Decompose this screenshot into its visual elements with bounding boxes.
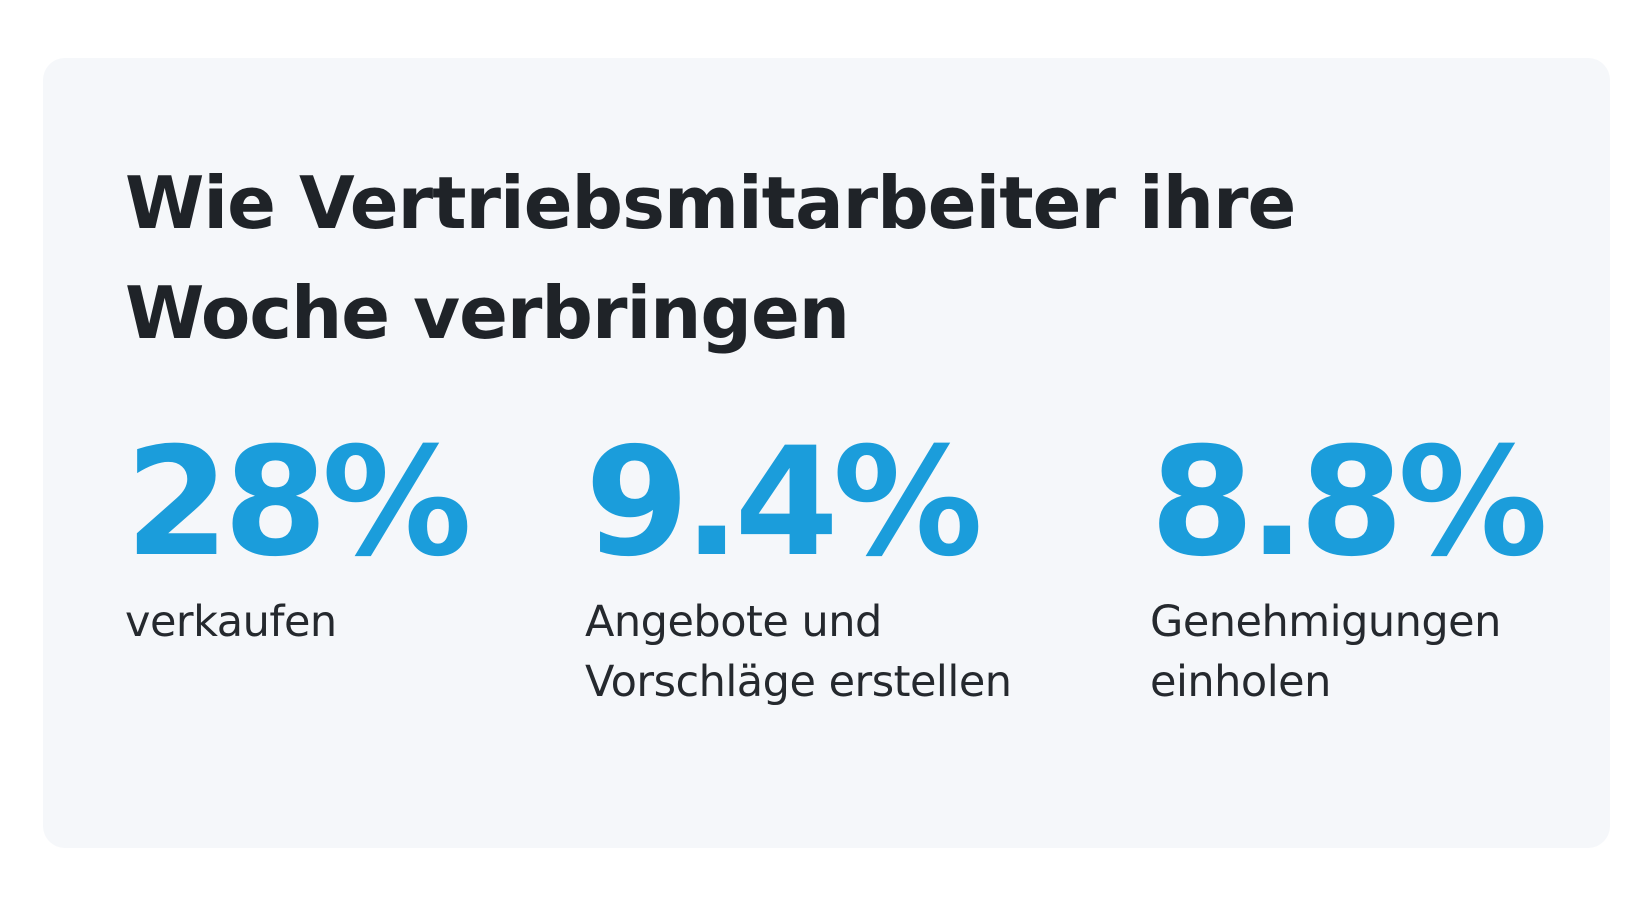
stat-label: Genehmigungen einholen [1150, 592, 1600, 712]
infographic-card [43, 58, 1610, 848]
stat-value: 8.8% [1150, 416, 1548, 590]
stat-value: 28% [125, 416, 472, 590]
title-line-1: Wie Vertriebsmitarbeiter ihre [125, 161, 1296, 245]
stat-proposals: 9.4% Angebote und Vorschläge erstellen [585, 428, 1105, 712]
stat-label-line: Vorschläge erstellen [585, 657, 1012, 707]
stat-label-line: Angebote und [585, 597, 882, 647]
title-line-2: Woche verbringen [125, 271, 850, 355]
stat-label-line: einholen [1150, 657, 1331, 707]
stat-label: Angebote und Vorschläge erstellen [585, 592, 1105, 712]
stat-label: verkaufen [125, 592, 545, 652]
page-title: Wie Vertriebsmitarbeiter ihre Woche verb… [125, 148, 1525, 368]
stat-approvals: 8.8% Genehmigungen einholen [1150, 428, 1600, 712]
stat-label-line: verkaufen [125, 597, 337, 647]
stat-selling: 28% verkaufen [125, 428, 545, 652]
stat-value: 9.4% [585, 416, 983, 590]
stat-label-line: Genehmigungen [1150, 597, 1501, 647]
